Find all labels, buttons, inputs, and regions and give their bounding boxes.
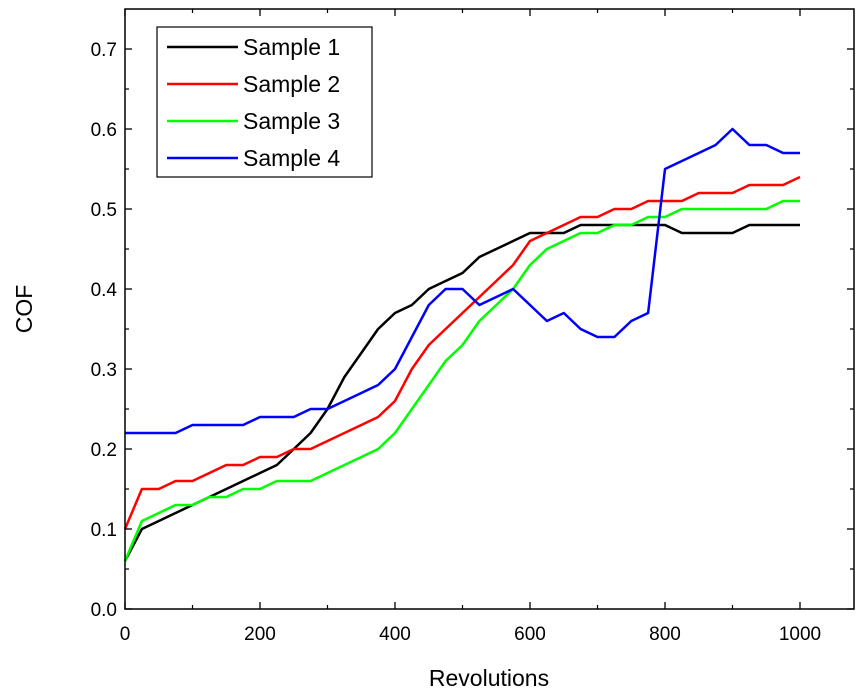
x-tick-label: 1000 (779, 624, 821, 645)
series-line-4 (125, 127, 800, 435)
series-line-1 (123, 223, 800, 562)
legend-label-3: Sample 3 (243, 108, 340, 134)
series-layer (123, 127, 801, 562)
x-tick-label: 200 (244, 624, 276, 645)
x-tick-label: 600 (514, 624, 546, 645)
tick-layer: 0 200 400 600 800 1000 0.0 0.1 0.2 0.3 0.4 0.5 0.6 0.… (91, 9, 854, 645)
x-axis-title: Revolutions (429, 665, 549, 691)
y-tick-label: 0.7 (91, 40, 117, 61)
y-tick-label: 0.1 (91, 520, 117, 541)
y-tick-label: 0.5 (91, 200, 117, 221)
y-tick-label: 0.0 (91, 600, 117, 621)
legend-box (156, 26, 373, 178)
legend-entries: Sample 1 Sample 2 Sample 3 Sample 4 (167, 34, 340, 171)
series-line-2 (123, 175, 801, 530)
y-tick-label: 0.6 (91, 120, 117, 141)
x-tick-label: 400 (379, 624, 411, 645)
x-tick-label: 0 (120, 624, 131, 645)
y-tick-label: 0.3 (91, 360, 117, 381)
y-axis-title: COF (11, 285, 37, 334)
x-tick-label: 800 (649, 624, 681, 645)
series-line-3 (123, 199, 800, 562)
y-tick-label: 0.4 (91, 280, 118, 301)
plot-frame (124, 8, 855, 610)
legend-label-1: Sample 1 (243, 34, 340, 60)
legend-label-2: Sample 2 (243, 71, 340, 97)
legend-label-4: Sample 4 (243, 145, 340, 171)
y-tick-label: 0.2 (91, 440, 117, 461)
legend: Sample 1 Sample 2 Sample 3 Sample 4 (156, 26, 373, 178)
